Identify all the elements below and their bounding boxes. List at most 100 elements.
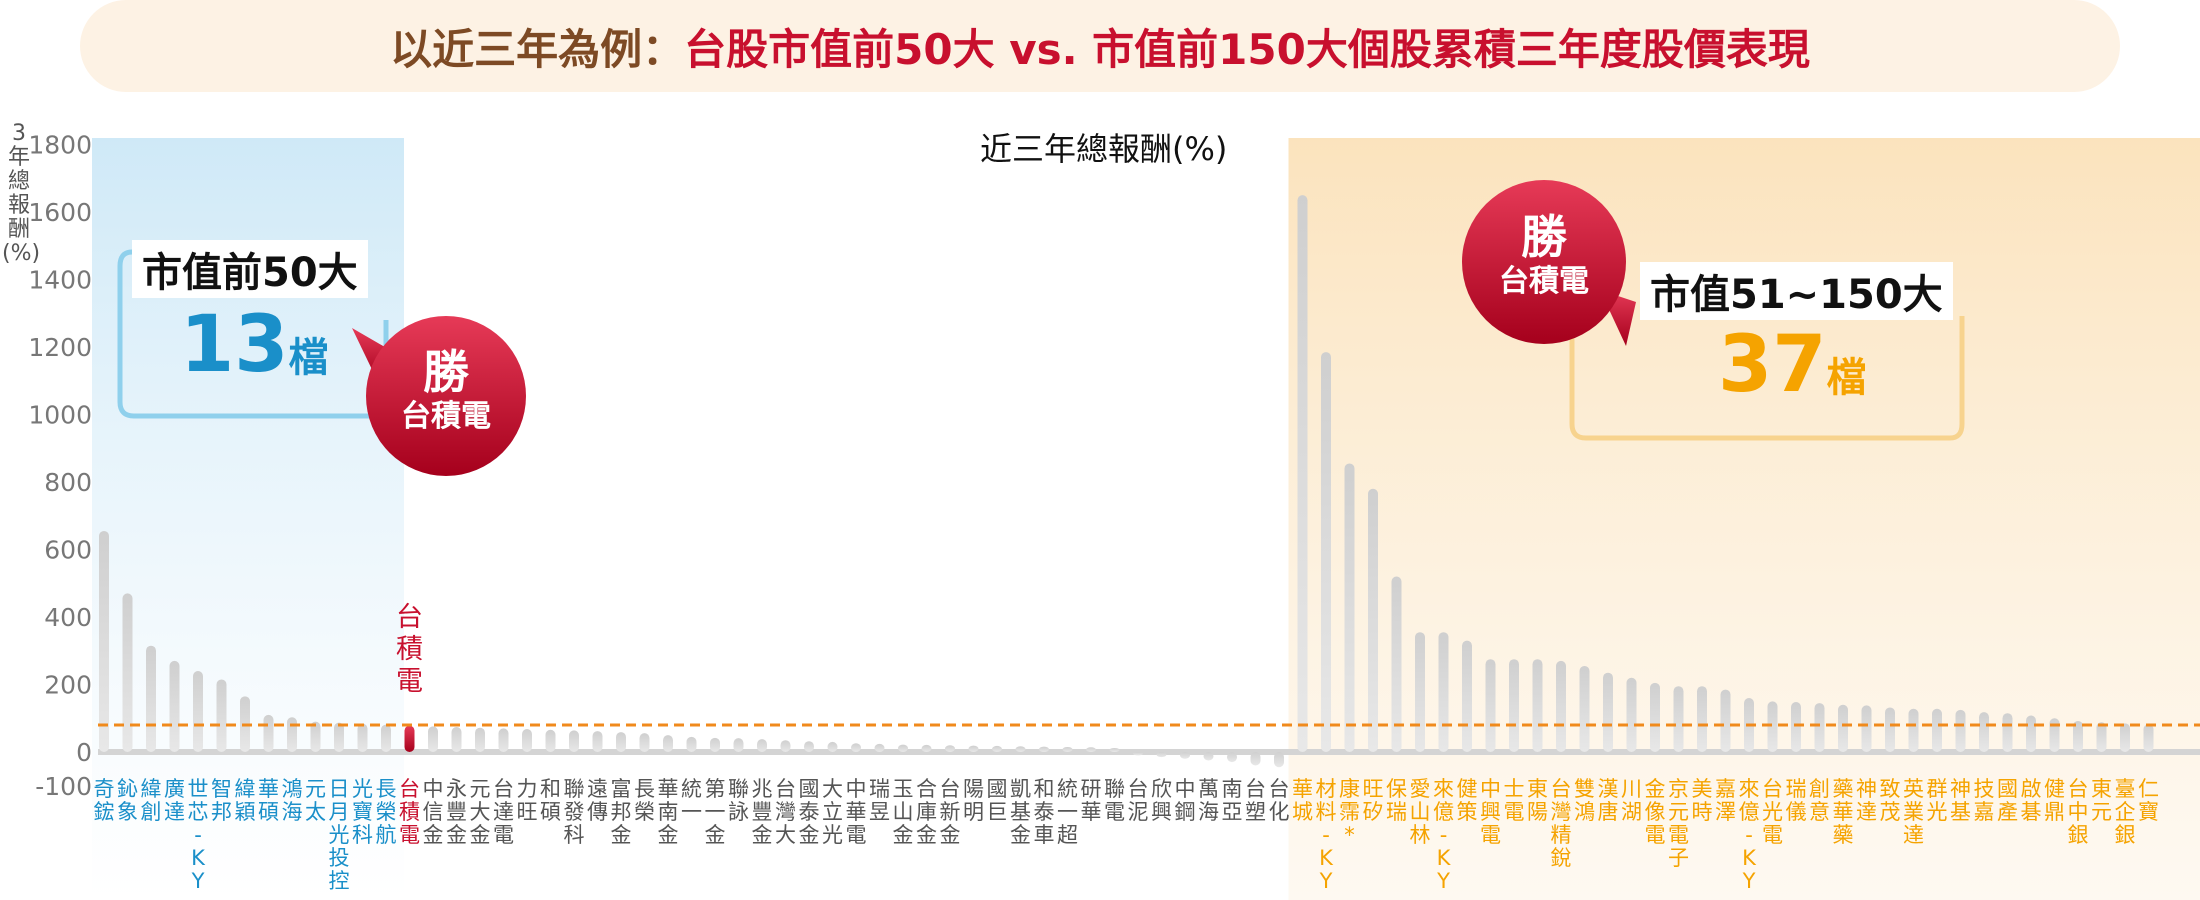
x-tick-label: 富邦金 bbox=[611, 777, 632, 847]
x-tick-label: 研華 bbox=[1081, 777, 1102, 824]
bar bbox=[1180, 752, 1190, 759]
bar bbox=[1156, 752, 1167, 758]
x-tick-label: 群光 bbox=[1927, 777, 1948, 824]
x-tick-label: 東陽 bbox=[1527, 777, 1548, 824]
title-main: 台股市值前50大 vs. 市值前150大個股累積三年度股價表現 bbox=[684, 24, 1810, 74]
x-tick-label: 台塑 bbox=[1245, 777, 1266, 824]
bar bbox=[1791, 702, 1801, 752]
bar bbox=[1838, 704, 1848, 752]
x-tick-label: 國巨 bbox=[987, 777, 1008, 824]
x-tick-label: 華城 bbox=[1292, 777, 1313, 824]
callout-top50-unit: 檔 bbox=[288, 335, 329, 381]
bar bbox=[710, 737, 720, 752]
x-tick-label: 英業達 bbox=[1903, 777, 1924, 847]
x-tick-label: 兆豐金 bbox=[752, 777, 773, 847]
x-tick-label: 健策 bbox=[1457, 777, 1478, 824]
bar bbox=[827, 741, 838, 752]
x-tick-label: 鈊象 bbox=[117, 777, 138, 824]
callout-mid-number: 37 bbox=[1718, 320, 1827, 410]
bar bbox=[498, 728, 509, 752]
x-tick-label: 雙鴻 bbox=[1574, 777, 1595, 824]
x-tick-label: 日月光投控 bbox=[329, 777, 350, 893]
bar bbox=[381, 724, 391, 752]
bar bbox=[1697, 686, 1707, 752]
bar bbox=[1250, 752, 1261, 766]
x-tick-label: 台積電 bbox=[399, 777, 420, 847]
bar bbox=[263, 714, 274, 752]
bar bbox=[146, 645, 156, 752]
bar bbox=[334, 722, 344, 752]
callout-top50-count: 13檔 bbox=[180, 300, 329, 390]
bar bbox=[1509, 659, 1519, 752]
x-tick-label: 材料-K Y bbox=[1316, 777, 1337, 893]
y-axis-label-char: 酬 bbox=[7, 217, 30, 242]
x-tick-label: 大立光 bbox=[822, 777, 843, 847]
x-tick-label: 嘉澤 bbox=[1715, 777, 1736, 824]
x-tick-label: 統一超 bbox=[1057, 777, 1078, 847]
x-tick-label: 長榮航 bbox=[376, 777, 397, 847]
bar bbox=[122, 593, 133, 752]
bar bbox=[1767, 701, 1778, 752]
x-tick-label: 中興電 bbox=[1480, 777, 1501, 847]
x-tick-label: 康霈* bbox=[1339, 777, 1360, 847]
x-tick-label: 玉山金 bbox=[893, 777, 914, 847]
bar bbox=[921, 744, 932, 752]
bar bbox=[169, 660, 180, 752]
x-tick-label: 神達 bbox=[1856, 777, 1877, 824]
x-tick-label: 漢唐 bbox=[1598, 777, 1619, 824]
win-badge-right-circle bbox=[1462, 180, 1626, 344]
bar bbox=[1626, 677, 1637, 752]
bar bbox=[287, 717, 297, 752]
x-tick-label: 緯創 bbox=[141, 777, 162, 824]
bar bbox=[1579, 665, 1590, 752]
bar bbox=[2049, 718, 2060, 752]
bar bbox=[1109, 747, 1120, 752]
win-badge-left-circle bbox=[366, 316, 526, 476]
x-tick-label: 和碩 bbox=[540, 777, 561, 824]
bar bbox=[1086, 747, 1096, 752]
x-tick-label: 健鼎 bbox=[2044, 777, 2065, 824]
y-tick-label: -100 bbox=[35, 772, 92, 801]
x-tick-label: 來億-K Y bbox=[1739, 777, 1760, 893]
y-axis-label-char: 年 bbox=[7, 145, 30, 170]
y-tick-label: 800 bbox=[44, 468, 92, 497]
callout-mid-box bbox=[1569, 306, 1965, 441]
bar bbox=[1603, 672, 1613, 752]
bar bbox=[686, 736, 697, 752]
bar bbox=[1391, 576, 1402, 752]
x-tick-label: 士電 bbox=[1504, 777, 1525, 824]
bar bbox=[945, 745, 955, 752]
bar bbox=[804, 741, 814, 752]
x-tick-label: 世芯-K Y bbox=[188, 777, 209, 893]
bar bbox=[968, 745, 979, 752]
bar bbox=[616, 732, 626, 752]
bar bbox=[1955, 709, 1966, 752]
x-tick-label: 欣興 bbox=[1151, 777, 1172, 824]
x-tick-label: 創意 bbox=[1809, 777, 1830, 824]
bar bbox=[1274, 752, 1284, 768]
x-tick-label: 國泰金 bbox=[799, 777, 820, 847]
bar bbox=[757, 739, 767, 752]
bar bbox=[1720, 689, 1731, 752]
y-tick-label: 400 bbox=[44, 603, 92, 632]
y-tick-label: 1000 bbox=[28, 401, 92, 430]
x-tick-label: 瑞昱 bbox=[869, 777, 890, 824]
x-tick-label: 第一金 bbox=[705, 777, 726, 847]
bar bbox=[569, 730, 579, 752]
x-tick-label: 力旺 bbox=[517, 777, 538, 824]
bar bbox=[1039, 746, 1049, 752]
win-badge-left: 勝 台積電 bbox=[366, 345, 526, 435]
x-tick-label: 台中銀 bbox=[2068, 777, 2089, 847]
x-tick-label: 中鋼 bbox=[1175, 777, 1196, 824]
bar bbox=[992, 745, 1002, 752]
x-tick-label: 光寶科 bbox=[352, 777, 373, 847]
y-axis-label-char: 3 bbox=[12, 121, 26, 146]
x-tick-label: 永豐金 bbox=[446, 777, 467, 847]
x-tick-label: 旺矽 bbox=[1363, 777, 1384, 824]
bar bbox=[1438, 632, 1449, 752]
bar bbox=[2002, 713, 2013, 752]
x-tick-label: 華碩 bbox=[258, 777, 279, 824]
callout-top50-number: 13 bbox=[180, 300, 289, 390]
x-tick-label: 啟碁 bbox=[2021, 777, 2042, 824]
bar bbox=[1462, 640, 1472, 752]
